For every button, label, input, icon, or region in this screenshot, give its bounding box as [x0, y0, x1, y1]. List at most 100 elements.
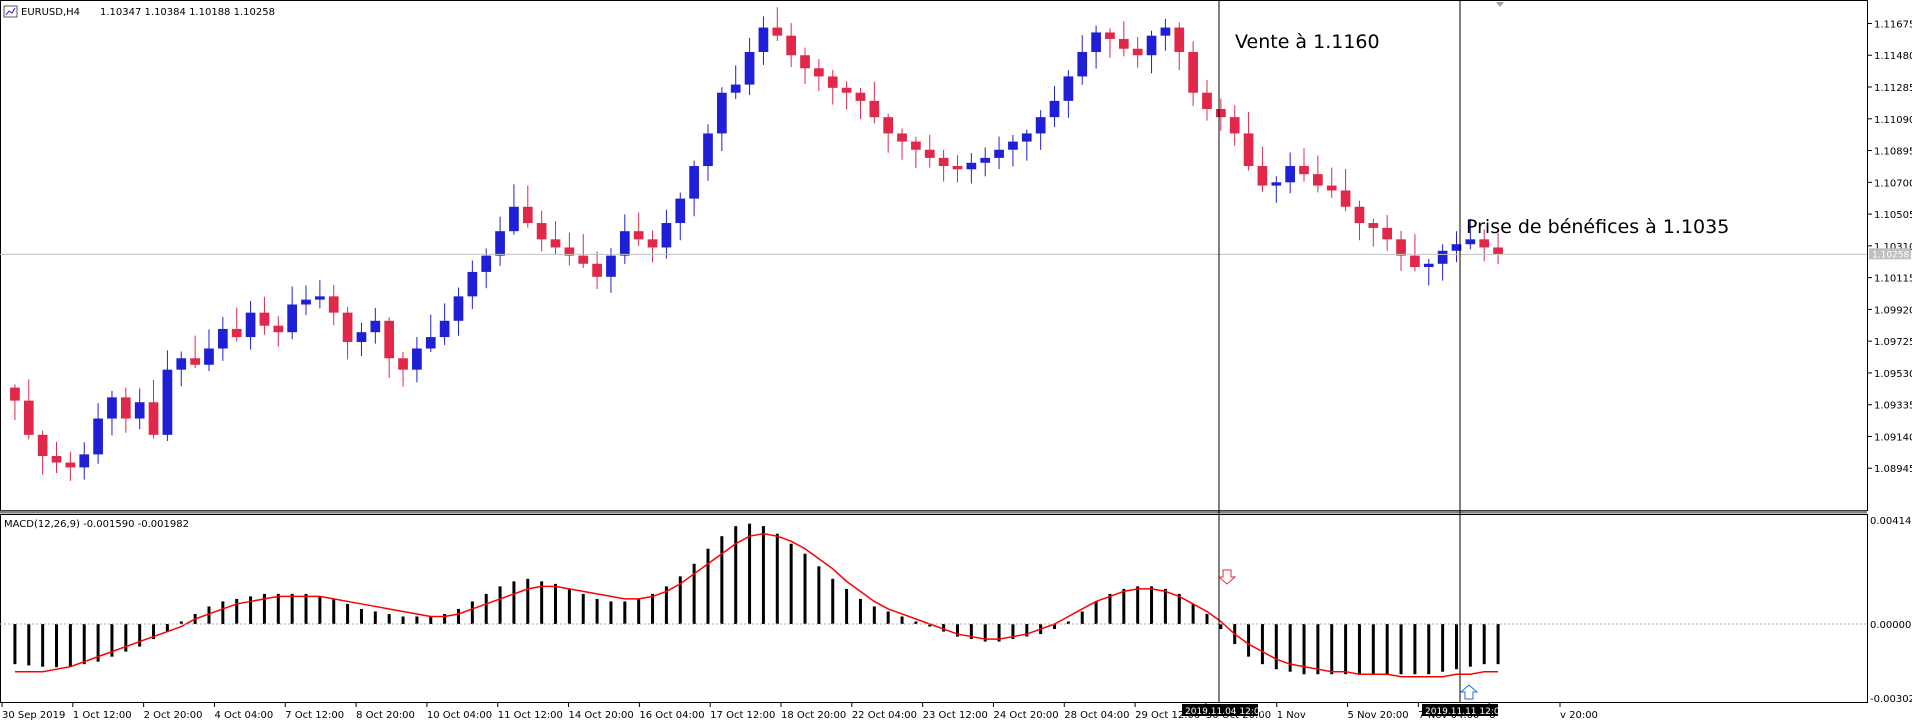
- sell-annotation: Vente à 1.1160: [1235, 31, 1380, 53]
- bear-candle: [1299, 166, 1309, 175]
- bear-candle: [1313, 174, 1323, 186]
- bear-candle: [1118, 38, 1129, 49]
- bear-candle: [120, 397, 131, 419]
- macd-histogram-bar: [512, 581, 516, 625]
- bull-candle: [356, 332, 367, 342]
- bear-candle: [564, 247, 575, 256]
- macd-histogram-bar: [720, 536, 724, 625]
- macd-histogram-bar: [1080, 611, 1084, 625]
- macd-histogram-bar: [249, 596, 253, 625]
- macd-histogram-bar: [526, 578, 530, 625]
- bull-candle: [1021, 133, 1032, 142]
- price-tick-label: 1.10115: [1874, 274, 1912, 285]
- bear-candle: [1410, 255, 1420, 268]
- macd-histogram-bar: [498, 586, 502, 625]
- time-tick-label: 16 Oct 04:00: [639, 710, 704, 721]
- macd-histogram-bar: [540, 581, 544, 625]
- macd-histogram-bar: [914, 621, 918, 625]
- macd-histogram-bar: [1496, 624, 1500, 665]
- bear-candle: [398, 358, 408, 370]
- bull-candle: [716, 92, 727, 134]
- bear-candle: [924, 149, 935, 158]
- bear-candle: [1340, 190, 1351, 207]
- bull-candle: [453, 296, 464, 321]
- macd-histogram-bar: [27, 624, 31, 666]
- macd-histogram-bar: [817, 566, 821, 625]
- macd-histogram-bar: [165, 624, 169, 632]
- macd-histogram-bar: [276, 593, 280, 625]
- bear-candle: [37, 434, 48, 457]
- bear-candle: [536, 223, 547, 240]
- price-tick-label: 1.08945: [1874, 464, 1912, 475]
- macd-histogram-bar: [1316, 624, 1320, 675]
- bull-candle: [703, 133, 713, 167]
- macd-histogram-bar: [1468, 624, 1472, 667]
- macd-histogram-bar: [207, 606, 211, 625]
- bear-candle: [1229, 117, 1240, 134]
- bear-candle: [911, 141, 921, 150]
- macd-histogram-bar: [1122, 588, 1126, 625]
- macd-histogram-bar: [748, 523, 752, 625]
- macd-histogram-bar: [1177, 593, 1181, 625]
- time-tick-label: 5 Nov 20:00: [1348, 710, 1409, 721]
- macd-histogram-bar: [1344, 624, 1348, 675]
- bear-candle: [23, 400, 34, 435]
- macd-histogram-bar: [997, 624, 1001, 642]
- bear-candle: [342, 312, 353, 342]
- macd-histogram-bar: [401, 616, 405, 625]
- macd-histogram-bar: [1330, 624, 1334, 675]
- macd-histogram-bar: [1150, 586, 1154, 625]
- bull-candle: [162, 369, 173, 435]
- bear-candle: [1382, 227, 1393, 240]
- sell-time-badge: [1182, 704, 1258, 716]
- time-tick-label: 23 Oct 12:00: [923, 710, 988, 721]
- bear-candle: [1493, 247, 1503, 254]
- macd-histogram-bar: [1371, 624, 1375, 675]
- bear-candle: [259, 312, 270, 326]
- bear-candle: [592, 263, 602, 277]
- macd-histogram-bar: [651, 593, 655, 625]
- bear-candle: [384, 320, 395, 359]
- bull-candle: [980, 157, 991, 163]
- bear-candle: [897, 133, 907, 142]
- bull-candle: [315, 296, 325, 300]
- macd-histogram-bar: [1482, 624, 1486, 665]
- macd-histogram-bar: [138, 624, 142, 647]
- bear-candle: [328, 296, 339, 313]
- macd-histogram-bar: [567, 588, 571, 625]
- bull-candle: [1451, 244, 1462, 251]
- bull-candle: [1160, 27, 1171, 36]
- macd-histogram-bar: [1247, 624, 1251, 657]
- price-chart-frame: [0, 0, 1868, 511]
- bull-candle: [1063, 76, 1074, 101]
- bear-candle: [1479, 239, 1490, 248]
- macd-histogram-bar: [304, 593, 308, 625]
- macd-histogram-bar: [609, 601, 613, 625]
- sell-arrow-icon: [1217, 569, 1237, 585]
- bull-candle: [675, 198, 686, 224]
- macd-histogram-bar: [1288, 624, 1292, 672]
- indicator-frame: [0, 514, 1868, 703]
- macd-tick-label: 0.004145: [1870, 516, 1912, 527]
- macd-histogram-bar: [346, 603, 350, 625]
- bull-candle: [134, 402, 145, 419]
- bear-candle: [786, 35, 797, 56]
- macd-histogram-bar: [124, 624, 128, 652]
- bull-candle: [287, 304, 298, 333]
- macd-histogram-bar: [1108, 593, 1112, 625]
- take-profit-annotation: Prise de bénéfices à 1.1035: [1466, 216, 1729, 238]
- macd-histogram-bar: [637, 598, 641, 625]
- macd-histogram-bar: [1066, 621, 1070, 625]
- bull-candle: [481, 255, 492, 272]
- chart-shift-icon[interactable]: [1496, 2, 1504, 7]
- bear-candle: [855, 92, 866, 101]
- bear-candle: [1257, 166, 1268, 186]
- macd-histogram-bar: [692, 563, 696, 625]
- bull-candle: [301, 299, 311, 305]
- macd-histogram-bar: [1274, 624, 1278, 670]
- window-caption: EURUSD,H4 1.10347 1.10384 1.10188 1.1025…: [3, 5, 275, 18]
- macd-histogram-bar: [1385, 624, 1389, 675]
- bull-candle: [744, 51, 755, 85]
- macd-histogram-bar: [942, 624, 946, 632]
- price-tick-label: 1.11285: [1874, 83, 1912, 94]
